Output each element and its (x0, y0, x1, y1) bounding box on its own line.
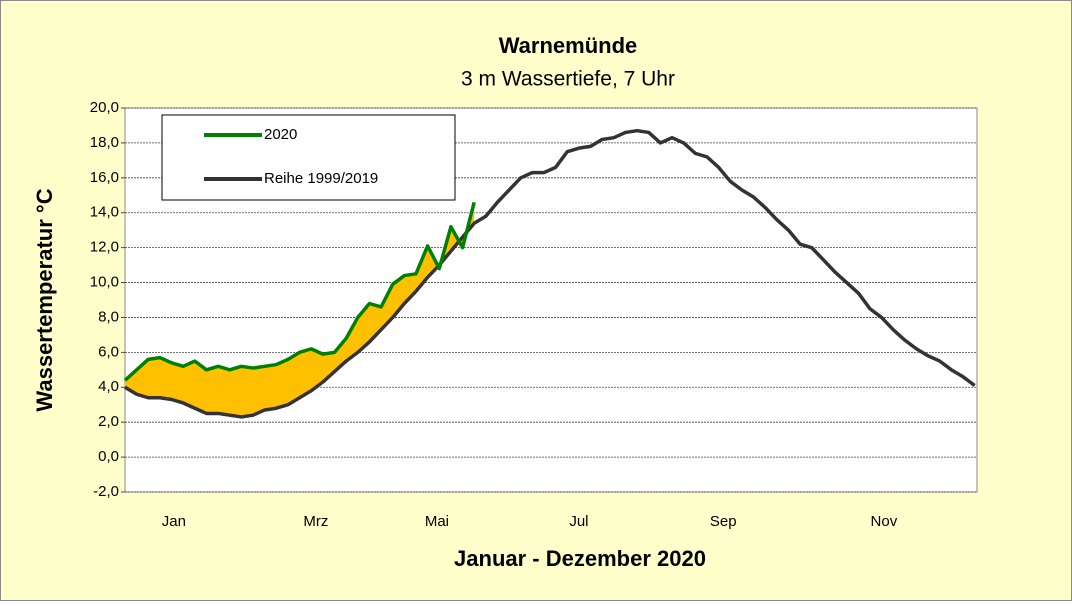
y-tick-label: 4,0 (98, 378, 119, 395)
x-tick-label: Nov (871, 513, 898, 530)
chart-title: Warnemünde (499, 33, 638, 58)
x-tick-label: Mai (425, 513, 449, 530)
legend-label: 2020 (264, 126, 297, 143)
difference-area (125, 202, 475, 417)
y-tick-label: -2,0 (93, 483, 119, 500)
y-tick-label: 14,0 (90, 204, 119, 221)
y-tick-label: 12,0 (90, 239, 119, 256)
y-tick-label: 6,0 (98, 343, 119, 360)
y-tick-label: 8,0 (98, 308, 119, 325)
legend-box (161, 114, 456, 201)
line-series (123, 201, 476, 382)
x-tick-label: Jul (569, 513, 588, 530)
x-tick-label: Sep (710, 513, 737, 530)
chart-subtitle: 3 m Wassertiefe, 7 Uhr (461, 68, 675, 91)
x-tick-label: Mrz (303, 513, 328, 530)
x-axis-label: Januar - Dezember 2020 (454, 546, 706, 571)
y-tick-label: 18,0 (90, 134, 119, 151)
legend-label: Reihe 1999/2019 (264, 170, 378, 187)
y-tick-label: 16,0 (90, 169, 119, 186)
y-tick-label: 2,0 (98, 413, 119, 430)
y-axis-label: Wassertemperatur °C (32, 188, 57, 411)
line-series (124, 128, 976, 419)
y-tick-label: 10,0 (90, 274, 119, 291)
y-tick-label: 20,0 (90, 99, 119, 116)
x-tick-label: Jan (162, 513, 186, 530)
y-tick-label: 0,0 (98, 448, 119, 465)
